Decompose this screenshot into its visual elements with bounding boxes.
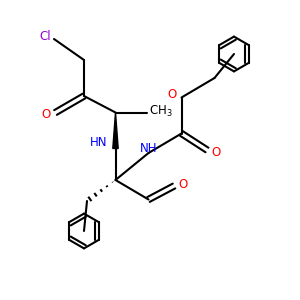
Text: O: O [42, 107, 51, 121]
Text: Cl: Cl [39, 29, 51, 43]
Text: NH: NH [140, 142, 157, 155]
Text: O: O [212, 146, 220, 160]
Text: HN: HN [90, 136, 108, 149]
Text: O: O [178, 178, 188, 191]
Text: O: O [168, 88, 177, 101]
Polygon shape [113, 112, 118, 148]
Text: CH$_3$: CH$_3$ [149, 103, 172, 118]
